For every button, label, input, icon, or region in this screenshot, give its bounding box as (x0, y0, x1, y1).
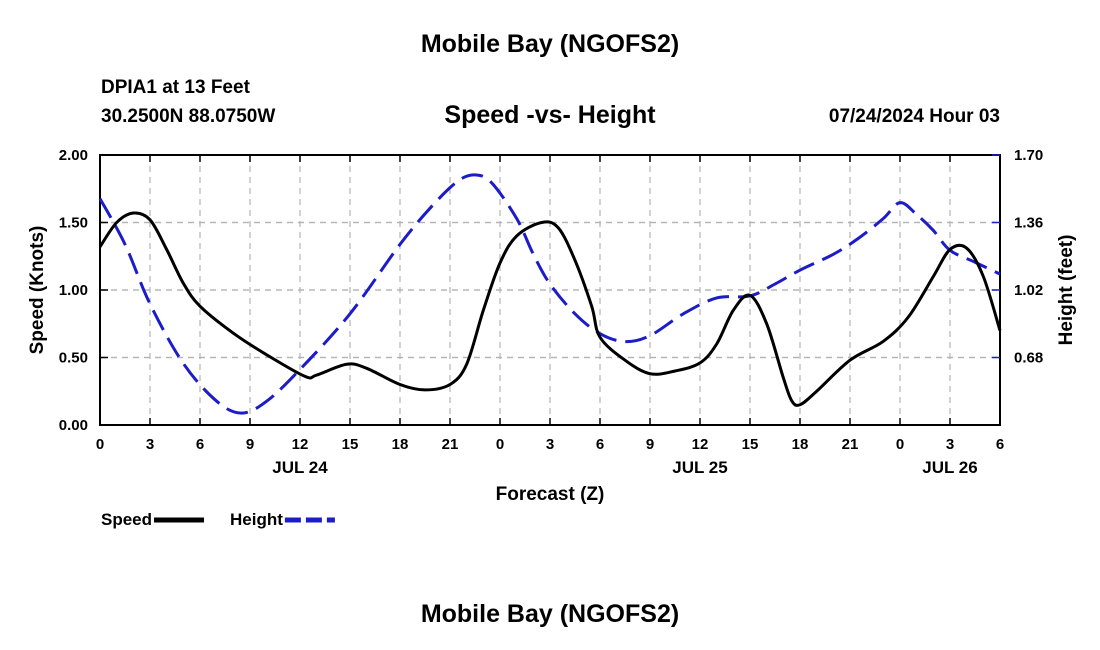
x-tick-label: 21 (442, 436, 459, 453)
grid (100, 155, 1000, 425)
page-title: Mobile Bay (NGOFS2) (420, 30, 680, 58)
legend-label-height: Height (230, 510, 283, 529)
x-tick-label: 3 (546, 436, 554, 453)
x-tick-label: 12 (692, 436, 709, 453)
y-right-tick-label: 1.02 (1014, 282, 1043, 299)
x-tick-label: 18 (392, 436, 409, 453)
y-axis-left-title: Speed (Knots) (27, 226, 48, 355)
y-left-tick-label: 0.50 (59, 350, 88, 367)
footer-title: Mobile Bay (NGOFS2) (420, 600, 680, 628)
x-date-label: JUL 24 (272, 458, 328, 477)
y-left-tick-label: 0.00 (59, 417, 88, 434)
x-tick-label: 21 (842, 436, 859, 453)
x-tick-label: 15 (742, 436, 759, 453)
station-name: DPIA1 at 13 Feet (101, 77, 250, 98)
series-layer (98, 173, 1002, 415)
y-axis-right-title: Height (feet) (1056, 235, 1077, 346)
x-tick-label: 0 (896, 436, 904, 453)
x-tick-label: 18 (792, 436, 809, 453)
x-date-label: JUL 26 (922, 458, 977, 477)
y-right-tick-label: 1.70 (1014, 147, 1043, 164)
x-tick-label: 9 (246, 436, 254, 453)
series-line-height (98, 173, 1001, 415)
x-tick-label: 6 (996, 436, 1004, 453)
x-tick-label: 6 (196, 436, 204, 453)
legend-label-speed: Speed (101, 510, 152, 529)
axis-ticks: 0 3 6 9 12 15 18 21 0 3 6 9 12 15 18 21 0 3 6 JUL 24 JUL 25 J… (59, 147, 1043, 477)
y-left-tick-label: 1.00 (59, 282, 88, 299)
x-tick-label: 9 (646, 436, 654, 453)
x-tick-label: 15 (342, 436, 359, 453)
chart-title: Speed -vs- Height (444, 101, 656, 129)
y-right-tick-label: 1.36 (1014, 215, 1043, 232)
x-date-label: JUL 25 (672, 458, 727, 477)
legend: Speed Height (101, 510, 335, 529)
run-time: 07/24/2024 Hour 03 (828, 106, 1000, 127)
x-tick-label: 6 (596, 436, 604, 453)
x-tick-label: 0 (496, 436, 504, 453)
y-left-tick-label: 1.50 (59, 215, 88, 232)
x-tick-label: 3 (146, 436, 154, 453)
x-tick-label: 3 (946, 436, 954, 453)
series-line-speed (98, 211, 1002, 407)
x-tick-label: 12 (292, 436, 309, 453)
station-coordinates: 30.2500N 88.0750W (101, 106, 276, 127)
y-right-tick-label: 0.68 (1014, 350, 1043, 367)
y-left-tick-label: 2.00 (59, 147, 88, 164)
x-axis-title: Forecast (Z) (496, 484, 605, 505)
x-tick-label: 0 (96, 436, 104, 453)
